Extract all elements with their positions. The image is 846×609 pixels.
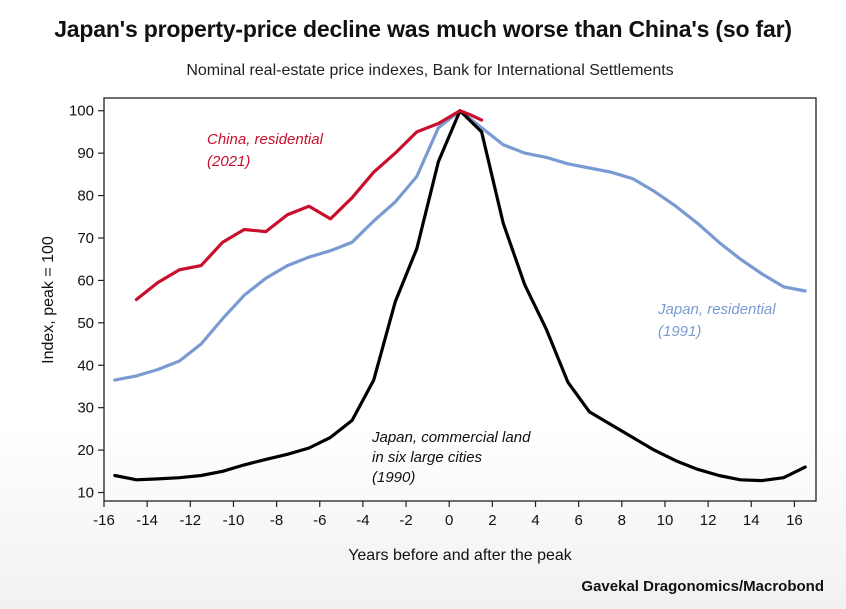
japan-residential-label-line: (1991) [658, 323, 701, 340]
china-residential-label: China, residential (2021) [207, 131, 324, 170]
y-tick-label: 50 [77, 315, 94, 332]
x-tick-label: 8 [618, 512, 626, 529]
x-tick-label: 16 [786, 512, 803, 529]
china-residential-label-line: (2021) [207, 153, 250, 170]
x-tick-label: 6 [574, 512, 582, 529]
x-tick-label: 12 [700, 512, 717, 529]
japan-commercial-land-label-line: Japan, commercial land [371, 429, 531, 446]
x-tick-label: -10 [223, 512, 245, 529]
x-tick-label: -8 [270, 512, 283, 529]
chart-subtitle: Nominal real-estate price indexes, Bank … [186, 62, 674, 79]
x-tick-label: -6 [313, 512, 326, 529]
y-axis-label: Index, peak = 100 [40, 236, 57, 364]
japan-commercial-land-label-line: in six large cities [372, 449, 483, 466]
x-tick-label: -16 [93, 512, 115, 529]
y-axis: 10 20 30 40 50 60 70 80 90 100 [69, 103, 104, 502]
y-tick-label: 80 [77, 188, 94, 205]
china-residential-label-line: China, residential [207, 131, 324, 148]
japan-residential-label: Japan, residential (1991) [657, 301, 776, 340]
x-tick-label: 0 [445, 512, 453, 529]
x-tick-label: 4 [531, 512, 539, 529]
china-residential-line [134, 109, 484, 302]
japan-commercial-land-label: Japan, commercial land in six large citie… [371, 429, 531, 486]
x-axis-label: Years before and after the peak [348, 547, 573, 564]
source-credit: Gavekal Dragonomics/Macrobond [581, 578, 824, 595]
x-tick-label: -4 [356, 512, 369, 529]
y-tick-label: 20 [77, 442, 94, 459]
x-axis: -16 -14 -12 -10 -8 -6 -4 -2 0 2 4 6 8 10 12 14 16 [93, 501, 803, 529]
y-tick-label: 40 [77, 357, 94, 374]
y-tick-label: 70 [77, 230, 94, 247]
x-tick-label: 10 [657, 512, 674, 529]
x-tick-label: -14 [136, 512, 158, 529]
y-tick-label: 60 [77, 272, 94, 289]
x-tick-label: -2 [399, 512, 412, 529]
series-labels: China, residential (2021) Japan, residenti… [207, 131, 776, 486]
y-tick-label: 90 [77, 145, 94, 162]
plot-frame [103, 97, 817, 502]
japan-residential-label-line: Japan, residential [657, 301, 776, 318]
y-tick-label: 10 [77, 485, 94, 502]
chart-title: Japan's property-price decline was much … [54, 16, 792, 42]
japan-commercial-land-label-line: (1990) [372, 469, 415, 486]
series-group [113, 109, 807, 483]
x-tick-label: 2 [488, 512, 496, 529]
y-tick-label: 30 [77, 400, 94, 417]
y-tick-label: 100 [69, 103, 94, 120]
x-tick-label: 14 [743, 512, 760, 529]
x-tick-label: -12 [179, 512, 201, 529]
